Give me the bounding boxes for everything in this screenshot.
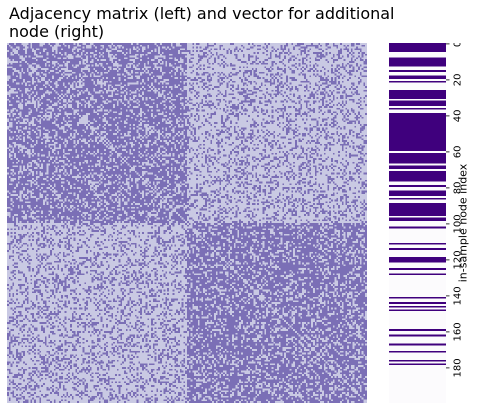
y-tick-label: 20 [453, 74, 464, 87]
adjacency-matrix-heatmap [7, 43, 367, 403]
y-axis: 0 20 40 60 80 100 120 140 160 180 [446, 43, 464, 377]
y-axis-label-text: in-sample node index [456, 163, 470, 283]
y-tick-label: 120 [453, 250, 464, 269]
y-tick-label: 80 [453, 182, 464, 195]
y-tick-label: 180 [453, 358, 464, 377]
adjacency-matrix-canvas [7, 43, 367, 403]
node-vector-canvas [389, 43, 446, 403]
y-tick-label: 140 [453, 286, 464, 305]
y-tick-label: 60 [453, 146, 464, 159]
y-tick-label: 40 [453, 110, 464, 123]
node-vector-heatmap [389, 43, 446, 403]
y-tick-label: 100 [453, 214, 464, 233]
y-tick-label: 0 [453, 43, 464, 47]
y-tick-label: 160 [453, 322, 464, 341]
chart-title: Adjacency matrix (left) and vector for a… [9, 4, 395, 41]
